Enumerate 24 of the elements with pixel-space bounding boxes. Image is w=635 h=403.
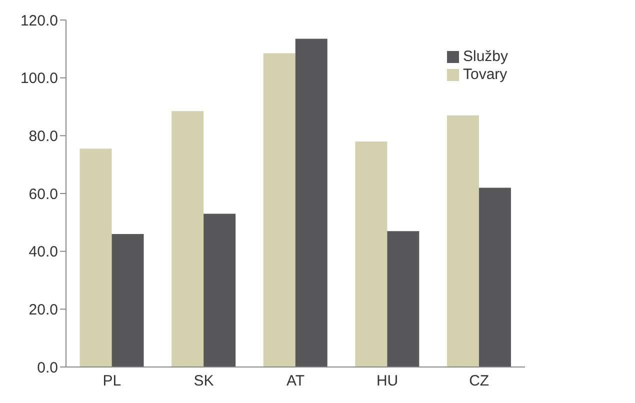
bar (295, 38, 328, 367)
y-tick-label: 0.0 (37, 359, 58, 376)
bar (355, 141, 388, 367)
x-tick-label: PL (102, 372, 122, 390)
legend-label: Služby (463, 48, 508, 65)
y-tick-label: 60.0 (28, 186, 58, 203)
bar (478, 188, 511, 367)
y-tick-label: 40.0 (28, 244, 58, 261)
bar (204, 214, 236, 367)
bar (446, 115, 479, 367)
y-tick-label: 120.0 (20, 12, 58, 30)
bar (263, 53, 296, 367)
bar (80, 148, 112, 367)
bar (387, 231, 420, 367)
bar (172, 111, 204, 367)
y-tick-label: 100.0 (20, 70, 58, 88)
y-tick-label: 20.0 (28, 301, 58, 318)
bar (112, 234, 144, 367)
x-tick-label: HU (376, 372, 398, 390)
legend-label: Tovary (463, 66, 508, 83)
x-tick-label: SK (194, 372, 214, 390)
x-tick-label: AT (286, 372, 305, 390)
x-tick-label: CZ (469, 372, 490, 390)
y-tick-label: 80.0 (28, 128, 58, 145)
